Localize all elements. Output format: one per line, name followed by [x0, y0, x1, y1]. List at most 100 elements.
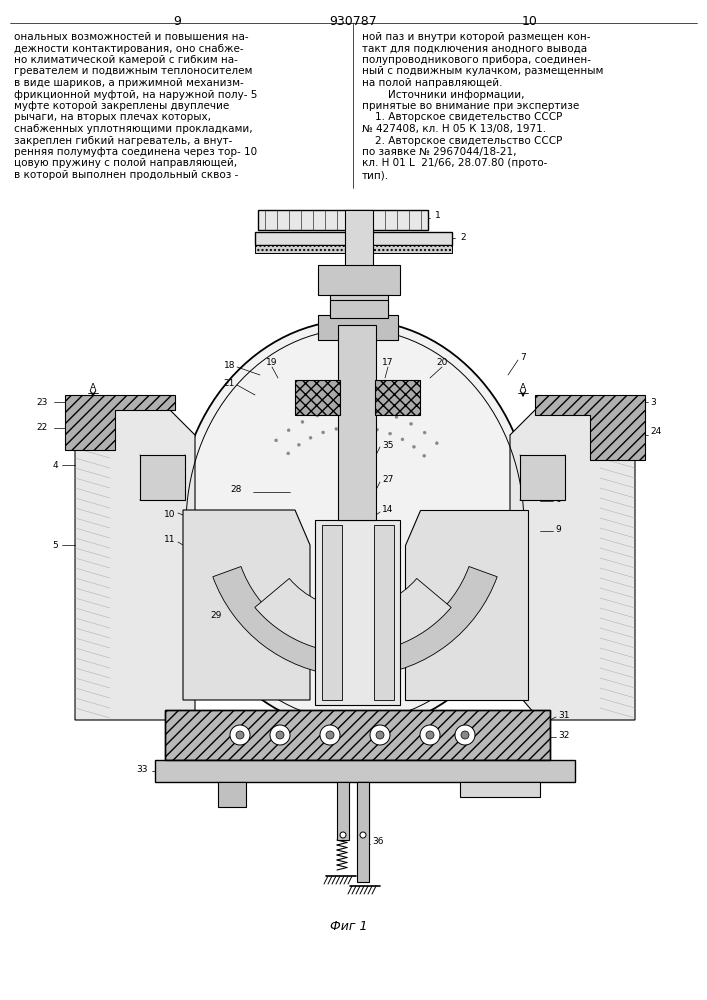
Text: по заявке № 2967044/18-21,: по заявке № 2967044/18-21,	[362, 147, 517, 157]
Circle shape	[409, 422, 413, 425]
Bar	[330, 295, 388, 323]
Circle shape	[401, 438, 404, 441]
Bar	[337, 782, 349, 840]
Text: муфте которой закреплены двуплечие: муфте которой закреплены двуплечие	[14, 101, 229, 111]
Text: 1. Авторское свидетельство СССР: 1. Авторское свидетельство СССР	[362, 112, 562, 122]
Text: ональных возможностей и повышения на-: ональных возможностей и повышения на-	[14, 32, 249, 42]
Circle shape	[320, 725, 340, 745]
Text: 23: 23	[37, 398, 48, 407]
Text: полупроводникового прибора, соединен-: полупроводникового прибора, соединен-	[362, 55, 591, 65]
Bar	[318, 265, 400, 295]
Polygon shape	[255, 232, 452, 245]
Text: 2: 2	[460, 232, 466, 241]
Text: 33: 33	[136, 766, 148, 774]
Circle shape	[426, 731, 434, 739]
Text: фрикционной муфтой, на наружной полу- 5: фрикционной муфтой, на наружной полу- 5	[14, 90, 257, 100]
Text: 22: 22	[37, 424, 48, 432]
Circle shape	[423, 431, 426, 434]
Circle shape	[274, 439, 278, 442]
Circle shape	[287, 452, 290, 455]
Text: 12: 12	[231, 790, 243, 799]
Circle shape	[412, 445, 416, 448]
Bar	[460, 782, 540, 797]
Polygon shape	[75, 405, 195, 720]
Text: 36: 36	[372, 838, 383, 846]
Text: 3: 3	[650, 398, 656, 407]
Circle shape	[322, 431, 325, 434]
Bar	[318, 315, 398, 340]
Text: Фиг 1: Фиг 1	[330, 920, 368, 933]
Circle shape	[270, 725, 290, 745]
Bar	[520, 455, 565, 500]
Circle shape	[436, 442, 438, 445]
Text: 13: 13	[520, 790, 532, 799]
Text: на полой направляющей.: на полой направляющей.	[362, 78, 503, 88]
Bar	[165, 710, 550, 760]
Circle shape	[340, 832, 346, 838]
Polygon shape	[405, 510, 528, 700]
Bar	[258, 210, 428, 230]
Text: 29: 29	[210, 610, 221, 619]
Text: 9: 9	[173, 15, 181, 28]
Wedge shape	[366, 566, 497, 676]
Text: 16: 16	[390, 576, 402, 584]
Text: в виде шариков, а прижимной механизм-: в виде шариков, а прижимной механизм-	[14, 78, 244, 88]
Circle shape	[335, 427, 338, 430]
Bar	[357, 782, 369, 882]
Circle shape	[461, 731, 469, 739]
Circle shape	[298, 443, 300, 446]
Circle shape	[360, 832, 366, 838]
Text: 35: 35	[382, 440, 394, 450]
Text: 7: 7	[520, 354, 526, 362]
Text: 11: 11	[163, 536, 175, 544]
Text: 15: 15	[390, 550, 402, 560]
Circle shape	[316, 414, 319, 417]
Text: A: A	[90, 383, 96, 392]
Text: ной паз и внутри которой размещен кон-: ной паз и внутри которой размещен кон-	[362, 32, 590, 42]
Text: 21: 21	[223, 378, 235, 387]
Text: 30: 30	[360, 668, 371, 676]
Bar	[375, 380, 420, 415]
Circle shape	[362, 426, 365, 429]
Text: 14: 14	[382, 506, 393, 514]
Text: 28: 28	[230, 486, 241, 494]
Text: 4: 4	[52, 460, 58, 470]
Bar	[315, 520, 400, 705]
Bar	[374, 525, 394, 700]
Bar	[295, 380, 340, 415]
Bar	[322, 525, 342, 700]
Text: 34: 34	[325, 688, 337, 696]
Text: такт для подключения анодного вывода: такт для подключения анодного вывода	[362, 43, 587, 53]
Circle shape	[230, 725, 250, 745]
Bar	[165, 710, 550, 760]
Circle shape	[301, 420, 304, 423]
Circle shape	[326, 731, 334, 739]
Circle shape	[347, 408, 351, 411]
Text: 6: 6	[555, 495, 561, 504]
Text: ×: ×	[468, 774, 478, 786]
Text: 930787: 930787	[329, 15, 377, 28]
Polygon shape	[65, 395, 175, 450]
Text: 9: 9	[555, 526, 561, 534]
Text: в которой выполнен продольный сквоз -: в которой выполнен продольный сквоз -	[14, 170, 238, 180]
Text: рычаги, на вторых плечах которых,: рычаги, на вторых плечах которых,	[14, 112, 211, 122]
Text: дежности контактирования, оно снабже-: дежности контактирования, оно снабже-	[14, 43, 244, 53]
Circle shape	[395, 415, 398, 418]
Bar	[357, 782, 369, 840]
Text: 31: 31	[558, 710, 570, 720]
Circle shape	[309, 436, 312, 439]
Circle shape	[349, 426, 351, 429]
Bar	[338, 325, 376, 520]
Text: кл. Н 01 L  21/66, 28.07.80 (прото-: кл. Н 01 L 21/66, 28.07.80 (прото-	[362, 158, 547, 168]
Text: 8: 8	[555, 471, 561, 480]
Text: но климатической камерой с гибким на-: но климатической камерой с гибким на-	[14, 55, 238, 65]
Bar	[330, 300, 388, 318]
Circle shape	[276, 731, 284, 739]
Ellipse shape	[177, 320, 533, 730]
Circle shape	[332, 410, 334, 413]
Text: снабженных уплотняющими прокладками,: снабженных уплотняющими прокладками,	[14, 124, 252, 134]
Text: 5: 5	[52, 540, 58, 550]
Polygon shape	[510, 405, 635, 720]
Text: A: A	[520, 383, 526, 392]
Bar	[255, 245, 452, 253]
